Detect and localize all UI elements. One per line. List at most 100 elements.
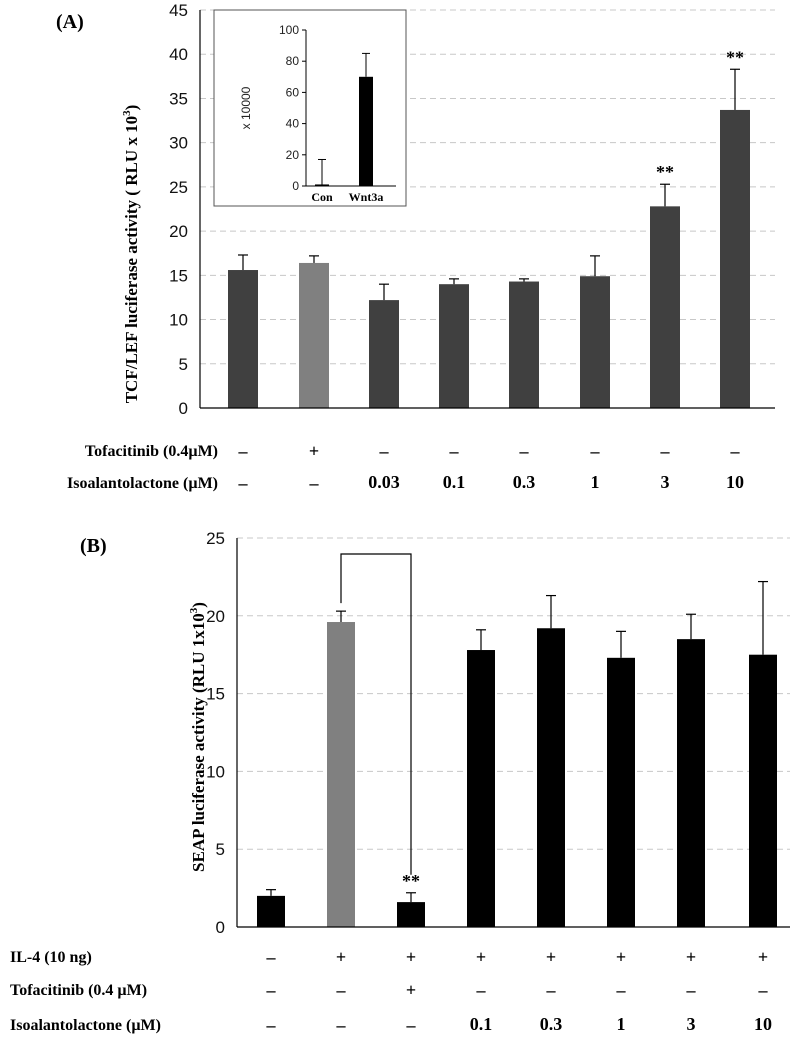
factor-value: 1	[591, 472, 600, 492]
y-tick-label: 25	[206, 529, 225, 548]
factor-value: –	[590, 441, 601, 461]
inset-frame	[213, 9, 407, 207]
y-tick-label: 20	[169, 222, 188, 241]
factor-value: +	[758, 947, 768, 967]
bar	[580, 276, 610, 408]
factor-row-label: IL-4 (10 ng)	[10, 949, 92, 966]
bar	[228, 270, 258, 408]
bar	[439, 284, 469, 408]
panel-a-inset: x 10000 0 20 40 60 80 100 Con Wnt3a	[213, 9, 407, 207]
y-tick-label: 5	[216, 840, 225, 859]
factor-value: +	[686, 947, 696, 967]
y-tick-label: 15	[206, 685, 225, 704]
factor-value: –	[406, 1015, 417, 1035]
y-tick-label: 10	[206, 762, 225, 781]
factor-value: 0.03	[368, 472, 400, 492]
factor-value: –	[616, 980, 627, 1000]
y-tick-label: 30	[169, 134, 188, 153]
panel-b-bars: **	[257, 580, 777, 927]
factor-value: +	[309, 441, 319, 461]
factor-value: –	[546, 980, 557, 1000]
bracket-line	[340, 553, 412, 875]
factor-row-label: Tofacitinib (0.4 µM)	[10, 982, 147, 999]
panel-b-comparison-bracket	[340, 553, 412, 875]
panel-b-y-ticks: 0 5 10 15 20 25	[206, 529, 225, 937]
factor-value: +	[546, 947, 556, 967]
inset-tick-label: 20	[286, 148, 300, 162]
panel-b-gridlines	[237, 537, 790, 850]
panel-a-ylabel: TCF/LEF luciferase activity ( RLU x 103)	[121, 105, 141, 404]
factor-value: 1	[617, 1014, 626, 1034]
bar	[257, 895, 285, 927]
factor-value: 3	[661, 472, 670, 492]
factor-value: +	[616, 947, 626, 967]
y-tick-label: 45	[169, 1, 188, 20]
inset-tick-label: 100	[279, 23, 299, 37]
significance-marker: **	[656, 162, 674, 182]
bar	[467, 650, 495, 927]
bar	[397, 902, 425, 927]
y-tick-label: 35	[169, 89, 188, 108]
panel-a-bars: ** **	[228, 47, 750, 408]
y-tick-label: 20	[206, 607, 225, 626]
inset-category-label: Wnt3a	[349, 190, 384, 204]
factor-value: –	[449, 441, 460, 461]
y-tick-label: 10	[169, 311, 188, 330]
panel-b-factor-table: IL-4 (10 ng) – + + + + + + + Tofacitinib (0.4 µM)…	[10, 947, 772, 1035]
factor-value: –	[519, 441, 530, 461]
bar	[749, 654, 777, 927]
factor-value: –	[266, 980, 277, 1000]
factor-value: +	[476, 947, 486, 967]
bar	[720, 109, 750, 408]
y-tick-label: 5	[179, 355, 188, 374]
factor-value: –	[309, 473, 320, 493]
y-tick-label: 0	[216, 918, 225, 937]
y-tick-label: 0	[179, 399, 188, 418]
factor-value: 10	[726, 472, 744, 492]
factor-value: –	[266, 1015, 277, 1035]
panel-b: (B) SEAP luciferase activity (RLU 1x103)…	[10, 529, 790, 1035]
factor-value: 3	[687, 1014, 696, 1034]
factor-value: –	[660, 441, 671, 461]
factor-value: –	[476, 980, 487, 1000]
inset-ylabel: x 10000	[239, 86, 253, 129]
factor-value: +	[406, 947, 416, 967]
panel-a-label: (A)	[56, 11, 84, 33]
inset-bar	[315, 184, 329, 186]
factor-value: –	[758, 980, 769, 1000]
y-tick-label: 25	[169, 178, 188, 197]
bar	[677, 639, 705, 927]
inset-tick-label: 60	[286, 85, 300, 99]
factor-value: –	[336, 1015, 347, 1035]
factor-value: 0.3	[540, 1014, 563, 1034]
bar	[607, 657, 635, 927]
bar	[650, 206, 680, 408]
factor-value: –	[686, 980, 697, 1000]
significance-marker: **	[726, 47, 744, 67]
factor-row-label: Isoalantolactone (µM)	[67, 475, 218, 492]
panel-a-y-ticks: 0 5 10 15 20 25 30 35 40 45	[169, 1, 188, 418]
panel-a: (A) TCF/LEF luciferase activity ( RLU x …	[56, 1, 775, 493]
bar	[509, 281, 539, 408]
factor-value: 0.1	[470, 1014, 493, 1034]
inset-tick-label: 40	[286, 117, 300, 131]
significance-marker: **	[402, 871, 420, 891]
bar	[327, 622, 355, 927]
inset-tick-label: 80	[286, 54, 300, 68]
factor-value: –	[730, 441, 741, 461]
factor-value: –	[238, 473, 249, 493]
factor-value: –	[266, 947, 277, 967]
inset-bar	[359, 76, 373, 186]
factor-value: +	[336, 947, 346, 967]
panel-b-ylabel: SEAP luciferase activity (RLU 1x103)	[188, 602, 208, 872]
bar	[537, 628, 565, 927]
inset-bars: Con Wnt3a	[311, 52, 384, 204]
factor-value: –	[379, 441, 390, 461]
factor-value: 0.1	[443, 472, 466, 492]
bar	[369, 300, 399, 408]
inset-y-ticks: 0 20 40 60 80 100	[279, 23, 306, 193]
y-tick-label: 40	[169, 45, 188, 64]
inset-tick-label: 0	[292, 179, 299, 193]
factor-value: 10	[754, 1014, 772, 1034]
